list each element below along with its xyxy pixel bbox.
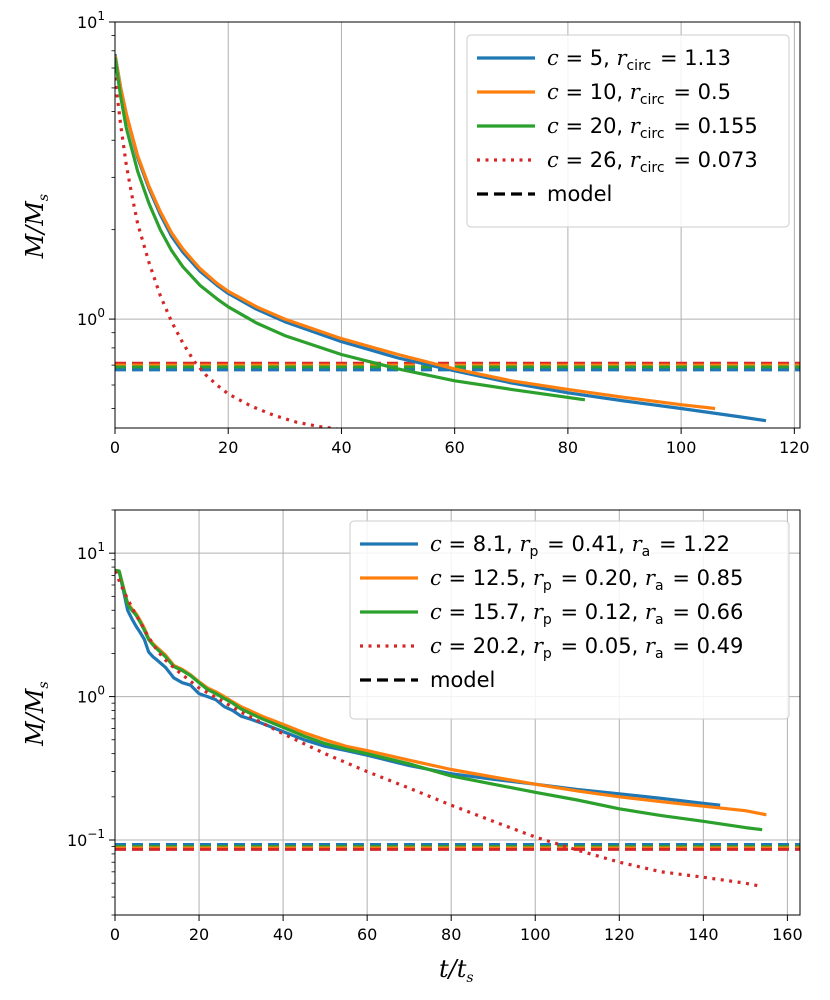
series-line-3 <box>115 570 759 888</box>
y-tick-label: 100 <box>77 306 105 329</box>
x-tick-label: 80 <box>558 438 578 457</box>
series-line-1 <box>115 55 716 411</box>
legend: c = 8.1, rp = 0.41, ra = 1.22 c = 12.5, r… <box>349 520 790 720</box>
y-axis-label: M/Ms <box>21 192 52 260</box>
legend-entry-1: c = 10, rcirc = 0.5 <box>547 80 731 108</box>
x-tick-label: 120 <box>779 438 810 457</box>
y-tick-label: 101 <box>77 540 105 563</box>
x-tick-label: 100 <box>666 438 697 457</box>
x-tick-label: 80 <box>441 925 461 944</box>
y-tick-label: 10−1 <box>67 827 105 850</box>
y-tick-label: 101 <box>77 9 105 32</box>
series-line-2 <box>115 568 763 832</box>
bottom-panel: 0 20 40 60 80 100 120 140 160 10−1 100 101 M/Ms t/ts… <box>21 509 803 986</box>
legend: c = 5, rcirc = 1.13 c = 10, rcirc = 0.5 c … <box>466 34 790 228</box>
x-tick-label: 60 <box>444 438 464 457</box>
x-tick-label: 0 <box>110 925 120 944</box>
x-tick-label: 120 <box>604 925 635 944</box>
legend-entry-2: c = 15.7, rp = 0.12, ra = 0.66 <box>430 600 743 628</box>
plot-area <box>115 53 800 428</box>
x-tick-label: 160 <box>772 925 803 944</box>
legend-entry-0: c = 5, rcirc = 1.13 <box>547 46 731 74</box>
legend-entry-4: model <box>547 182 612 206</box>
legend-entry-4: model <box>430 668 495 692</box>
series-line-3 <box>115 77 343 428</box>
y-axis-label: M/Ms <box>21 679 52 747</box>
x-tick-label: 40 <box>331 438 351 457</box>
axes-frame <box>114 509 801 916</box>
legend-entry-3: c = 20.2, rp = 0.05, ra = 0.49 <box>430 634 743 662</box>
x-tick-label: 20 <box>189 925 209 944</box>
x-tick-label: 40 <box>273 925 293 944</box>
series-line-2 <box>115 57 586 402</box>
top-panel: 0 20 40 60 80 100 120 100 101 M/Ms c = 5, rcirc =… <box>21 9 810 457</box>
x-axis-label: t/ts <box>439 955 476 986</box>
y-tick-label: 100 <box>77 684 105 707</box>
legend-frame <box>349 520 790 720</box>
legend-entry-0: c = 8.1, rp = 0.41, ra = 1.22 <box>430 532 730 560</box>
x-tick-label: 100 <box>520 925 551 944</box>
axes-frame <box>114 21 801 429</box>
x-tick-label: 60 <box>357 925 377 944</box>
legend-entry-1: c = 12.5, rp = 0.20, ra = 0.85 <box>430 566 743 594</box>
x-tick-label: 0 <box>110 438 120 457</box>
plot-area <box>115 568 800 888</box>
x-tick-label: 140 <box>688 925 719 944</box>
x-tick-label: 20 <box>218 438 238 457</box>
legend-entry-3: c = 26, rcirc = 0.073 <box>547 148 758 176</box>
legend-entry-2: c = 20, rcirc = 0.155 <box>547 114 758 142</box>
legend-frame <box>466 34 790 228</box>
series-line-0 <box>115 569 721 807</box>
